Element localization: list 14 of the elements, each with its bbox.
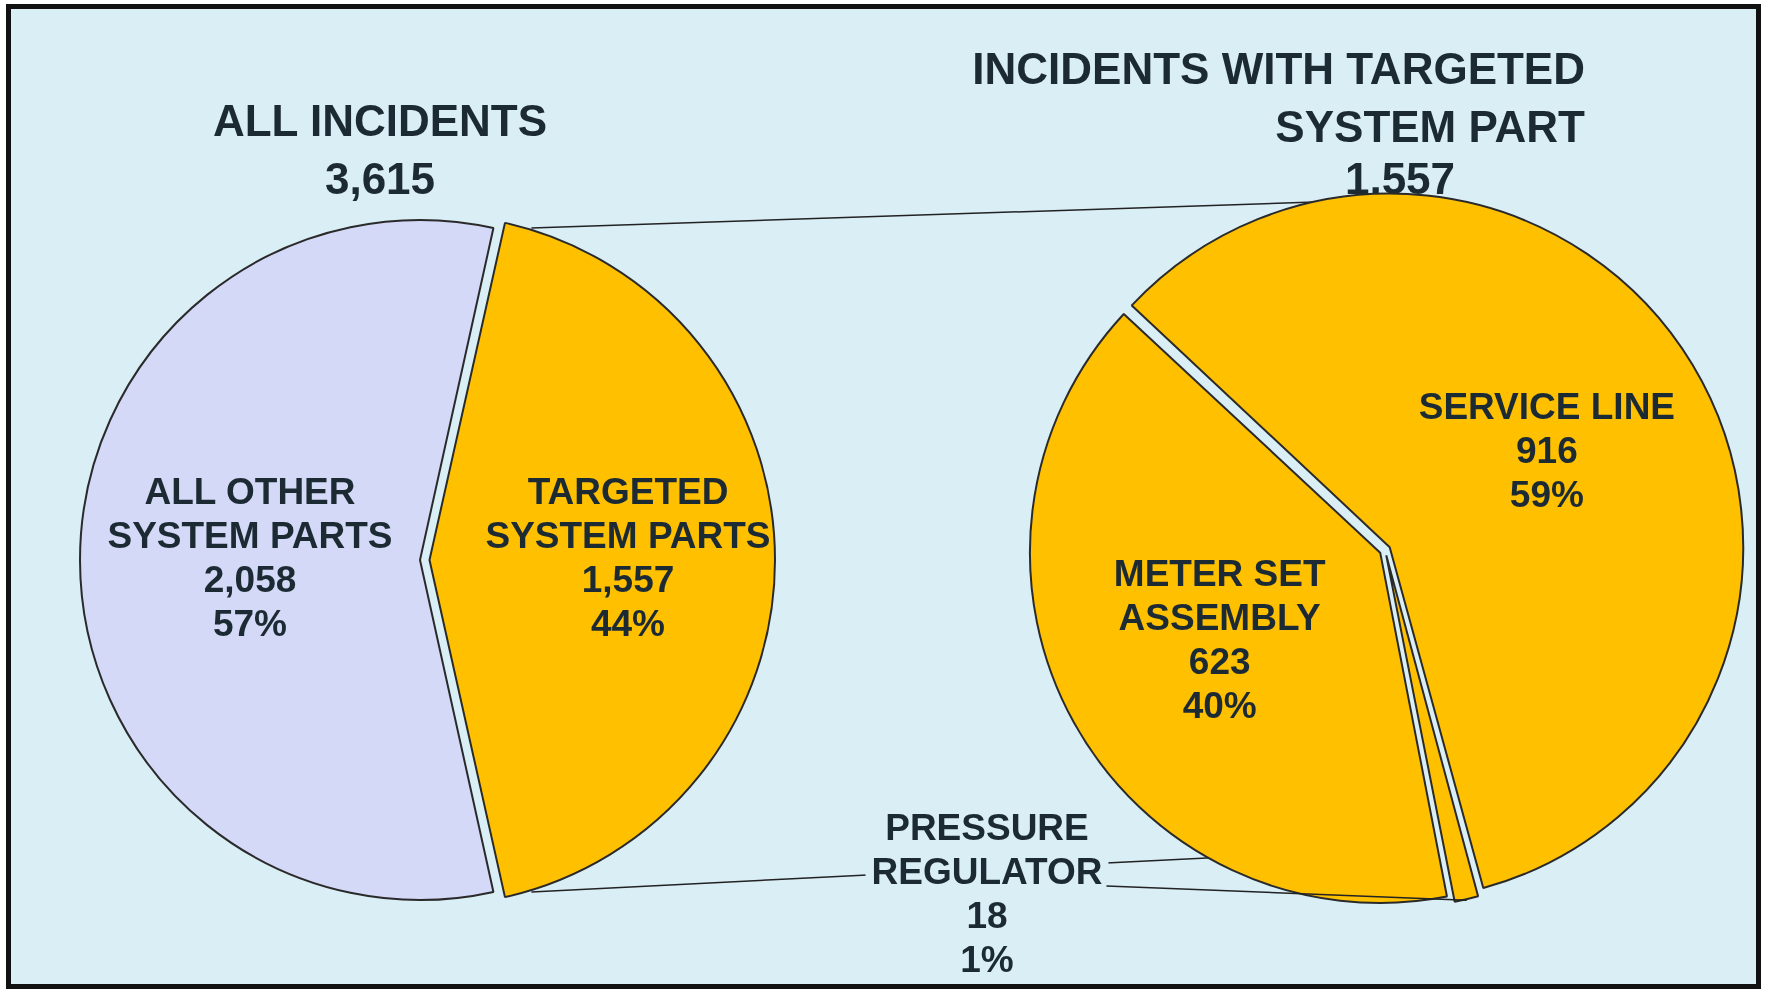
data-label: 18 1%: [960, 895, 1014, 981]
slice-label: ALL OTHER SYSTEM PARTS: [107, 471, 393, 557]
chart-subtitle: 3,615: [323, 153, 437, 205]
data-label: 2,058 57%: [203, 559, 297, 645]
chart-subtitle: 1,557: [1343, 153, 1457, 205]
slice-label: TARGETED SYSTEM PARTS: [485, 471, 771, 557]
chart-title: INCIDENTS WITH TARGETED SYSTEM PART: [972, 44, 1585, 151]
data-label: 623 40%: [1182, 640, 1257, 726]
chart-title: ALL INCIDENTS: [211, 95, 549, 147]
data-label: 916 59%: [1509, 429, 1584, 515]
slice-label: METER SET ASSEMBLY: [1113, 552, 1326, 638]
slice-label: SERVICE LINE: [1418, 385, 1676, 427]
slice-label: PRESSURE REGULATOR: [871, 807, 1103, 893]
data-label: 1,557 44%: [581, 559, 675, 645]
